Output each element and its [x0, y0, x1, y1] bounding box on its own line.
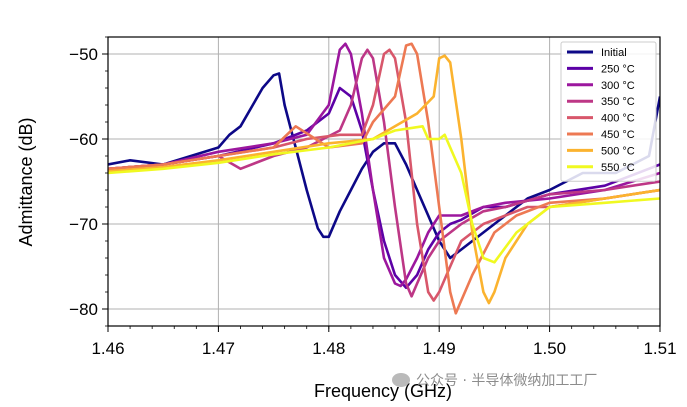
series-line-3	[108, 48, 660, 298]
legend-label: 250 °C	[601, 63, 635, 75]
y-axis-label: Admittance (dB)	[16, 117, 36, 246]
y-tick-label: −80	[69, 300, 98, 319]
x-tick-label: 1.50	[533, 339, 566, 358]
x-tick-label: 1.49	[423, 339, 456, 358]
legend-label: Initial	[601, 47, 627, 59]
legend-label: 450 °C	[601, 129, 635, 141]
legend-label: 350 °C	[601, 96, 635, 108]
series-line-2	[108, 42, 660, 288]
legend-label: 300 °C	[601, 80, 635, 92]
series-line-4	[108, 48, 660, 302]
x-axis-label: Frequency (GHz)	[314, 381, 452, 401]
legend-box	[560, 41, 657, 182]
series-line-5	[108, 42, 660, 315]
watermark: 公众号 · 半导体微纳加工工厂	[392, 370, 597, 390]
series-line-6	[108, 54, 660, 305]
series-line-7	[108, 125, 660, 264]
y-tick-label: −50	[69, 45, 98, 64]
series-lines	[108, 42, 660, 315]
x-tick-label: 1.46	[91, 339, 124, 358]
legend-label: 500 °C	[601, 145, 635, 157]
legend-label: 550 °C	[601, 162, 635, 174]
plot-frame	[107, 36, 661, 327]
series-line-0	[108, 72, 660, 260]
x-tick-label: 1.47	[202, 339, 235, 358]
axis-ticks: 1.46 1.47 1.48 1.49 1.50 1.51 −50 −60 −70 −80	[69, 36, 677, 358]
y-tick-label: −70	[69, 215, 98, 234]
x-tick-label: 1.48	[312, 339, 345, 358]
legend-label: 400 °C	[601, 113, 635, 125]
x-tick-label: 1.51	[643, 339, 676, 358]
legend: Initial 250 °C 300 °C 350 °C 400 °C 450 °C 500…	[560, 41, 657, 182]
y-tick-label: −60	[69, 130, 98, 149]
wechat-icon	[392, 373, 410, 387]
watermark-text: 公众号 · 半导体微纳加工工厂	[416, 373, 598, 389]
